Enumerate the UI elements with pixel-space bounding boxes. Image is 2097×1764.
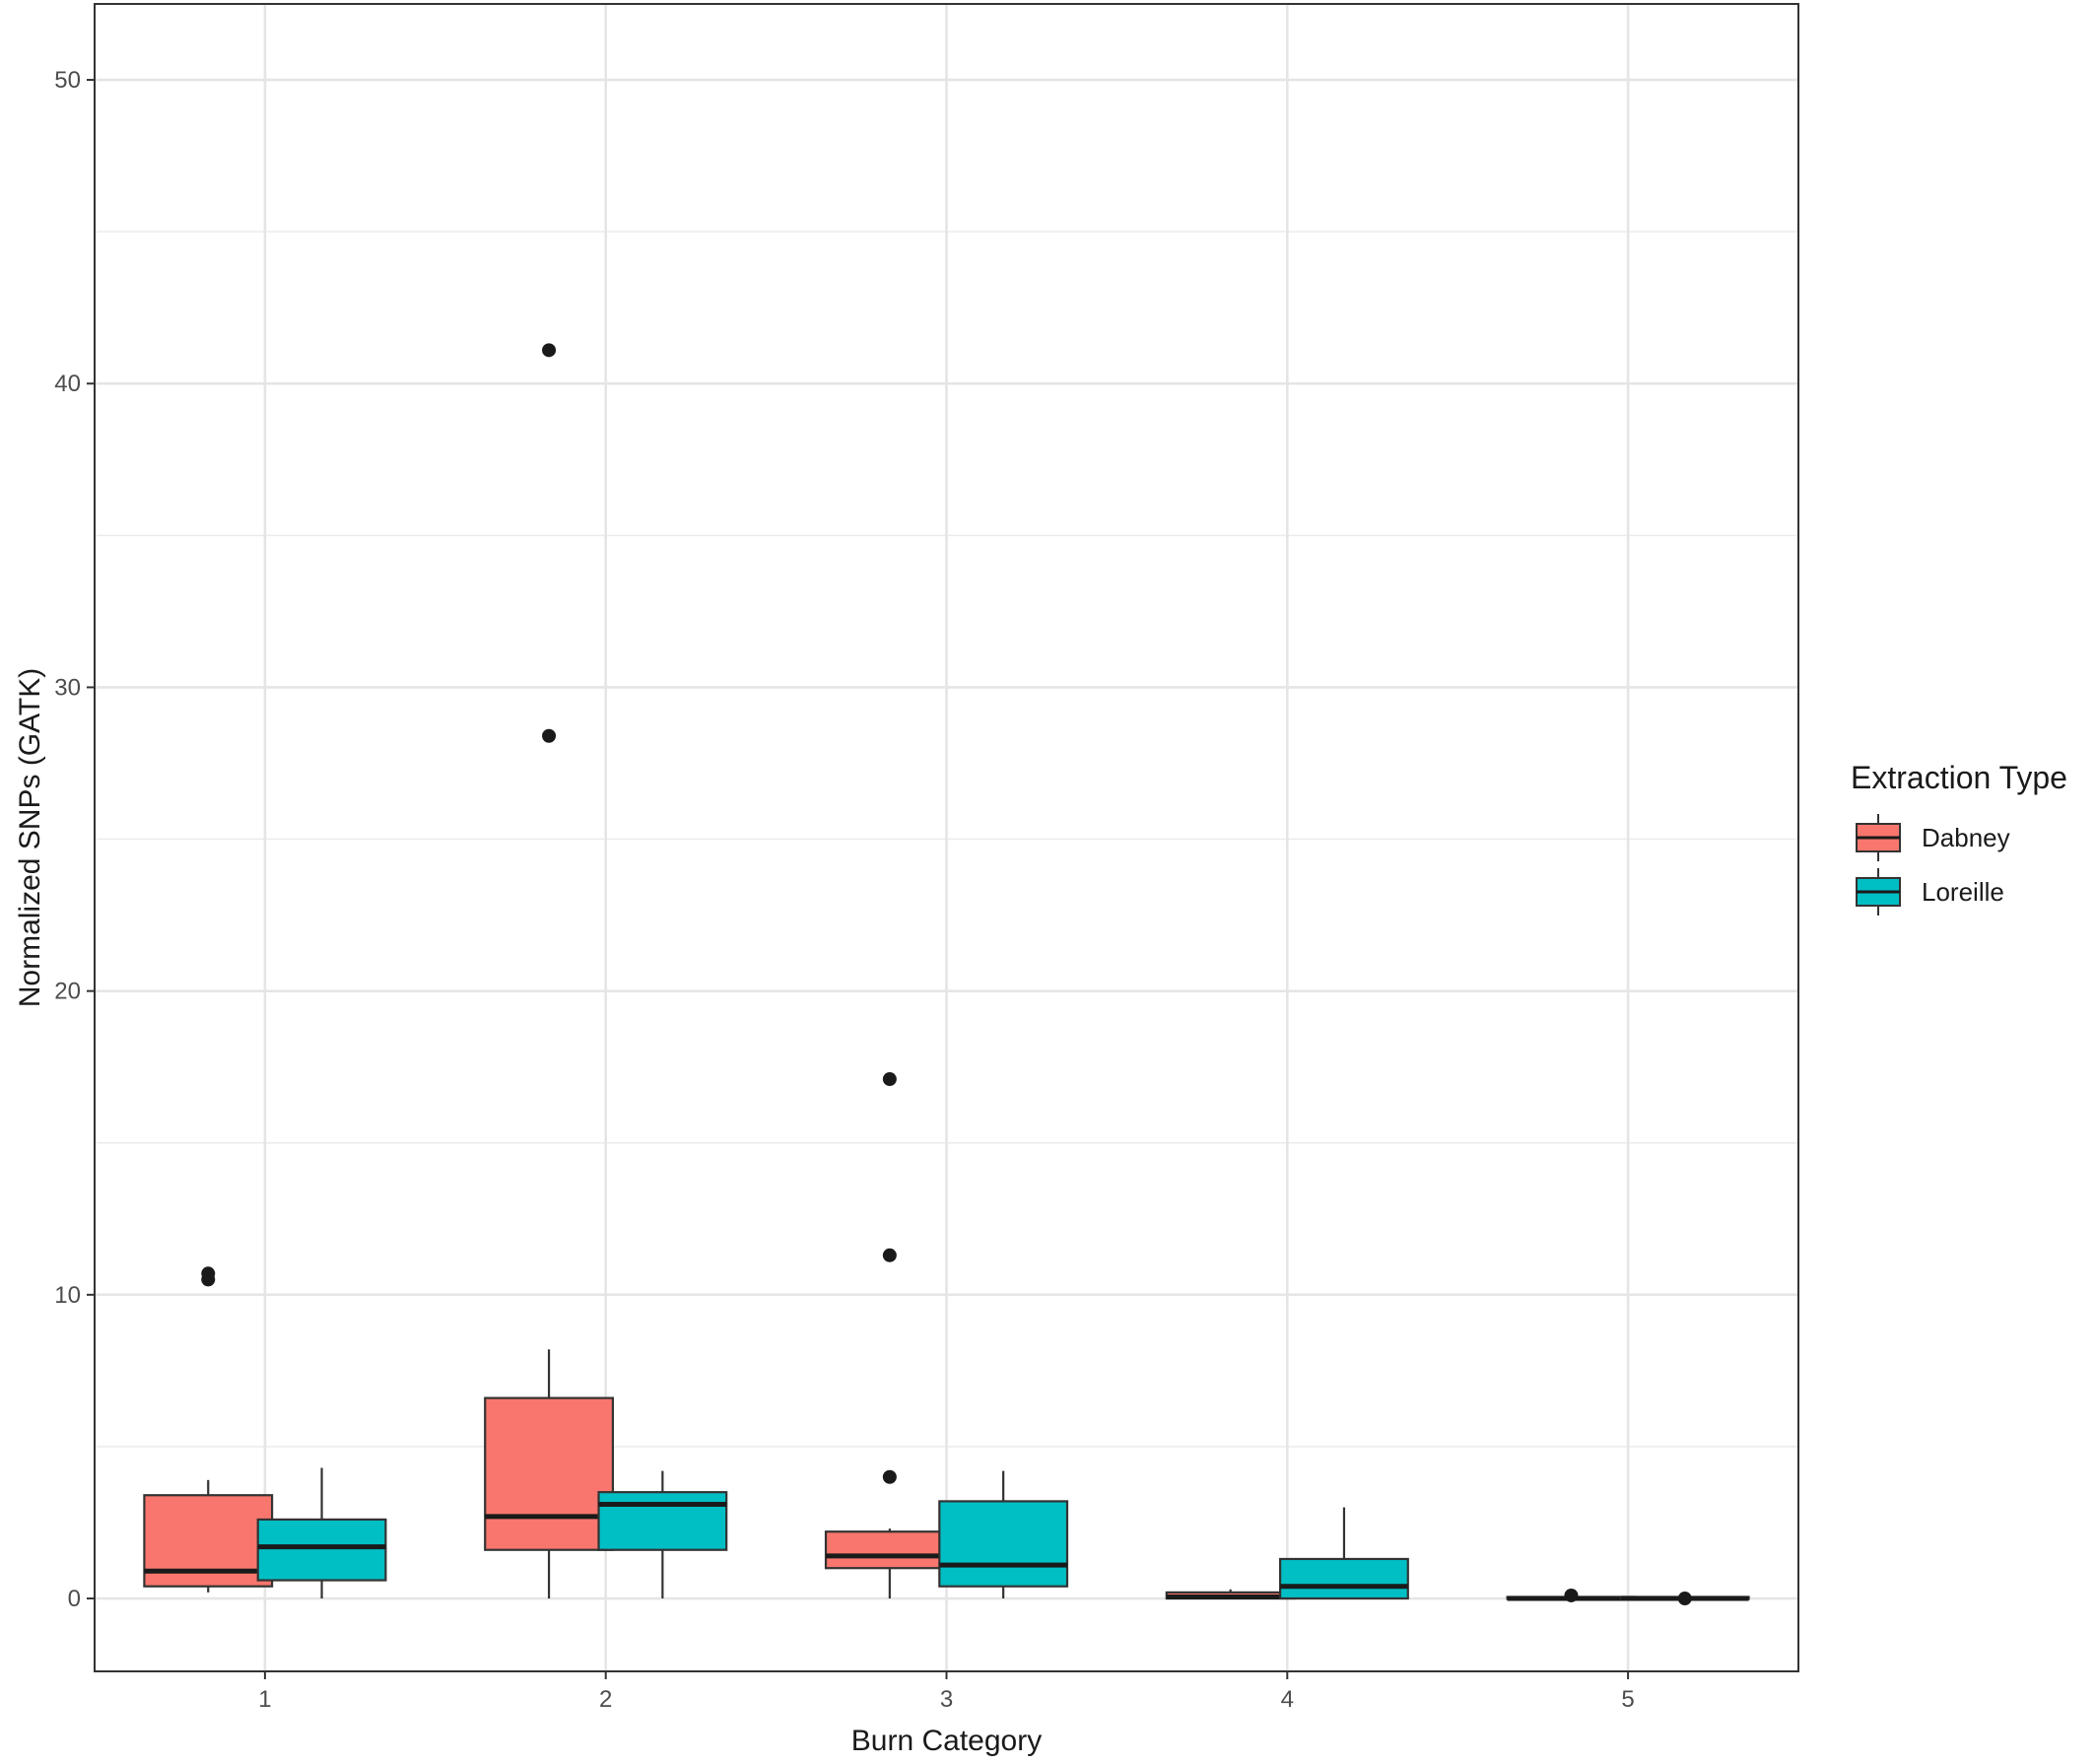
x-tick-label: 4 xyxy=(1281,1686,1294,1713)
box-body xyxy=(938,1500,1069,1588)
axis-layer: 0 10 20 30 40 50 1 2 3 4 5 xyxy=(54,3,1799,1713)
box-loreille-1 xyxy=(256,1467,387,1599)
x-tick-label: 1 xyxy=(258,1686,271,1713)
y-axis-title: Normalized SNPs (GATK) xyxy=(14,668,46,1008)
outlier-point xyxy=(201,1266,216,1281)
outlier-point xyxy=(1564,1588,1579,1602)
outlier-point xyxy=(882,1072,897,1087)
box-loreille-3 xyxy=(938,1470,1069,1599)
legend-title: Extraction Type xyxy=(1851,760,2067,795)
box-body xyxy=(1279,1557,1409,1600)
legend-label: Dabney xyxy=(1922,823,2010,852)
y-tick-label: 40 xyxy=(54,371,81,397)
grid-layer xyxy=(95,4,1798,1671)
legend-label: Loreille xyxy=(1922,877,2004,907)
box-loreille-4 xyxy=(1279,1507,1409,1600)
box-body xyxy=(484,1396,614,1551)
outlier-point xyxy=(542,343,557,358)
legend-item-loreille: Loreille xyxy=(1856,868,2004,916)
y-tick-label: 0 xyxy=(68,1586,81,1612)
box-loreille-5 xyxy=(1619,1592,1750,1606)
x-tick-label: 2 xyxy=(599,1686,612,1713)
legend: Extraction Type Dabney Loreille xyxy=(1851,760,2067,916)
box-dabney-5 xyxy=(1506,1588,1637,1602)
x-tick-label: 5 xyxy=(1621,1686,1634,1713)
outlier-point xyxy=(882,1248,897,1262)
box-body xyxy=(824,1530,955,1570)
outlier-point xyxy=(542,728,557,743)
box-loreille-2 xyxy=(597,1470,728,1599)
box-body xyxy=(597,1491,728,1551)
box-dabney-3 xyxy=(824,1072,955,1599)
x-tick-label: 3 xyxy=(940,1686,953,1713)
box-body xyxy=(256,1518,387,1582)
box-layer xyxy=(143,343,1750,1606)
y-tick-label: 50 xyxy=(54,67,81,94)
x-axis-title: Burn Category xyxy=(851,1725,1042,1757)
outlier-point xyxy=(882,1469,897,1484)
box-dabney-2 xyxy=(484,343,614,1599)
y-tick-label: 10 xyxy=(54,1282,81,1309)
outlier-point xyxy=(1677,1592,1692,1606)
y-tick-label: 30 xyxy=(54,674,81,701)
y-tick-label: 20 xyxy=(54,979,81,1005)
legend-item-dabney: Dabney xyxy=(1856,814,2010,861)
